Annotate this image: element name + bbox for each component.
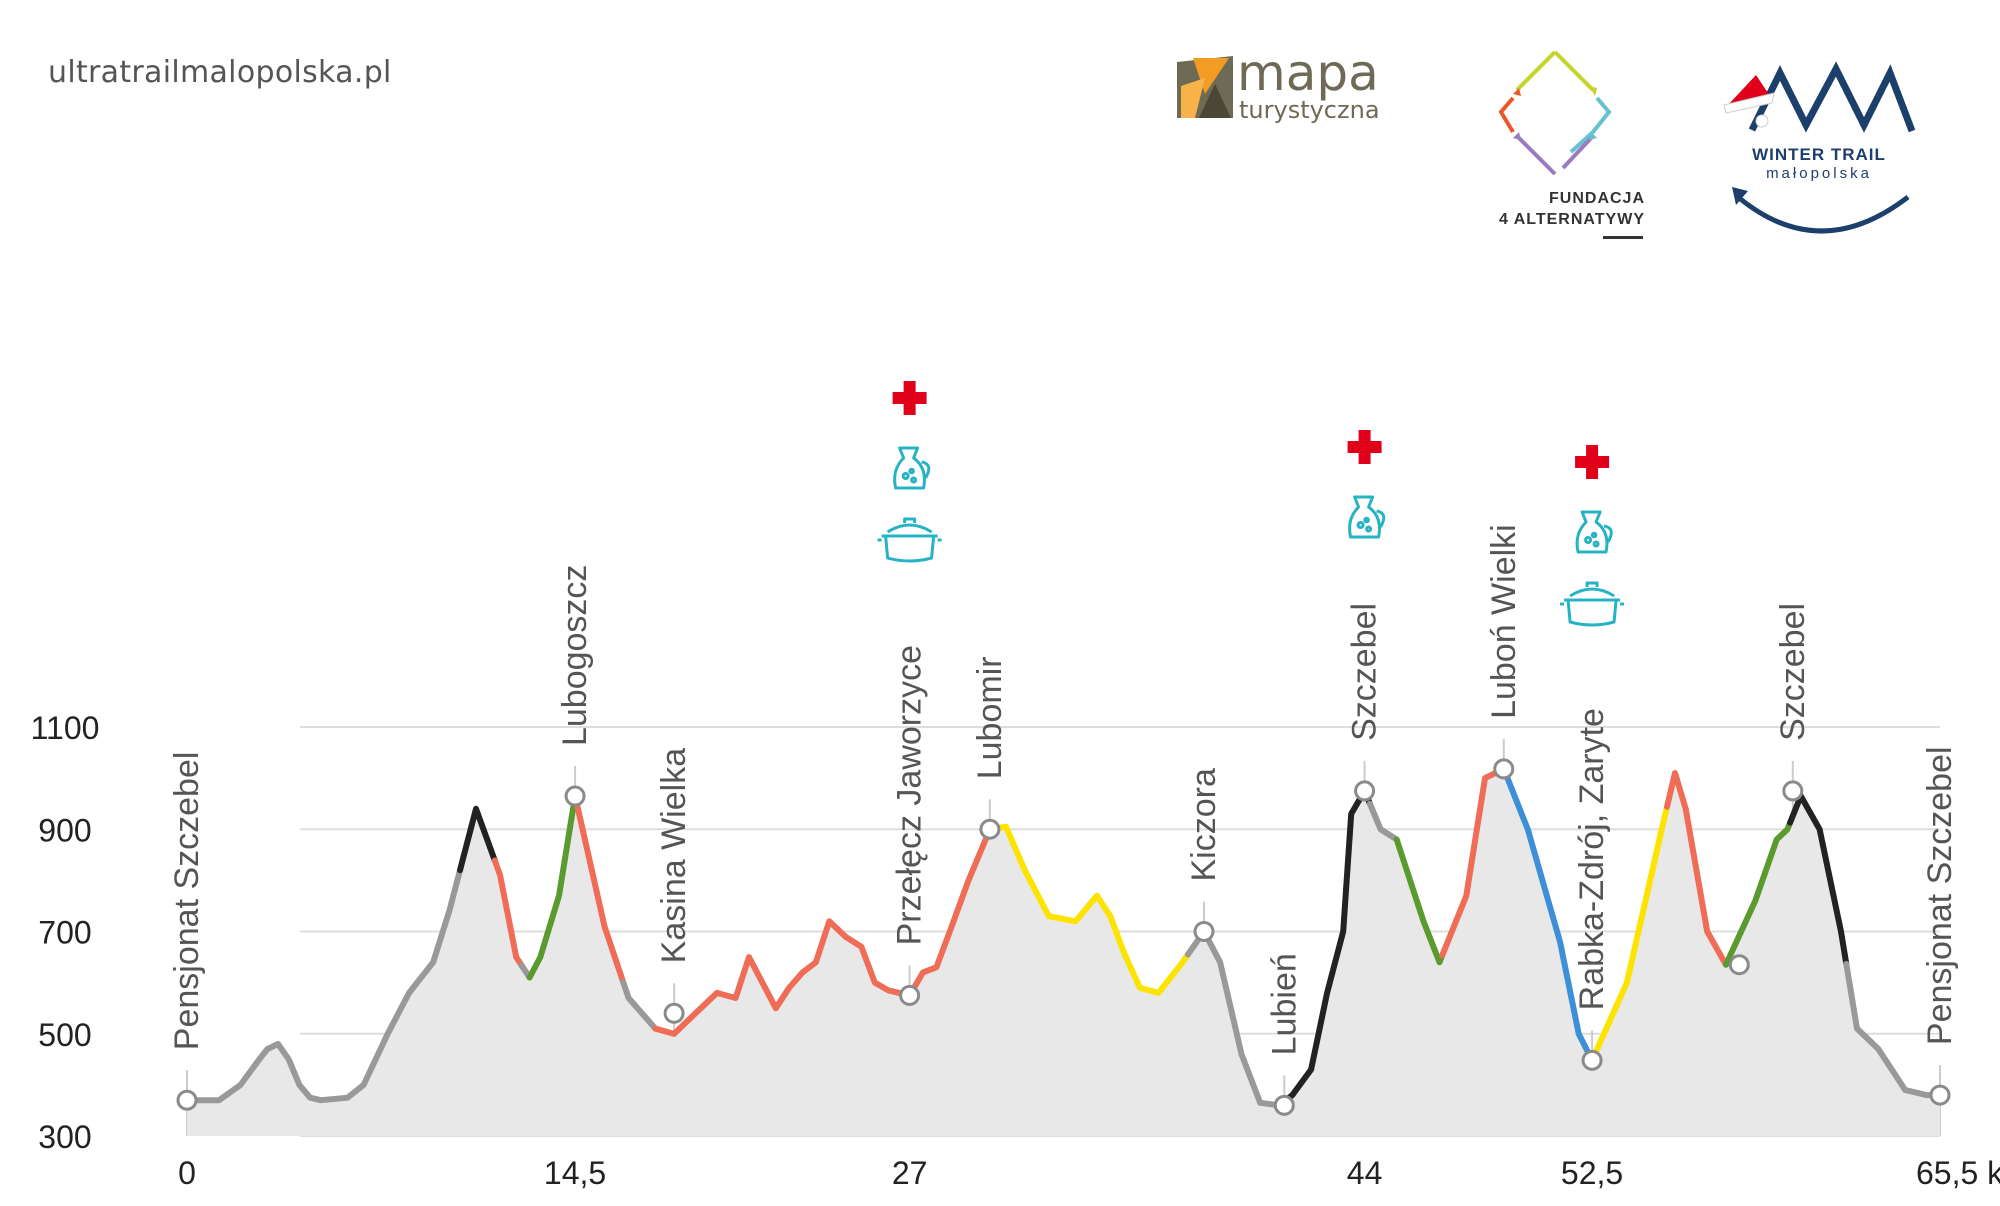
fundacja-logo[interactable]: FUNDACJA 4 ALTERNATYWY xyxy=(1485,48,1665,243)
waypoint-label-5: Kiczora xyxy=(1185,768,1223,881)
mapa-logo-subtitle: turystyczna xyxy=(1239,96,1380,124)
fundacja-logo-underline xyxy=(1603,236,1643,239)
winter-trail-subtitle: małopolska xyxy=(1766,165,1872,182)
elevation-area-fill xyxy=(187,768,1940,1136)
route-segment-18 xyxy=(1787,793,1850,967)
x-tick-3: 44 xyxy=(1347,1155,1383,1191)
water-jug-icon-1-1 xyxy=(1348,495,1386,539)
route-segment-6 xyxy=(620,979,659,1032)
waypoint-labels: Pensjonat Szczebel Lubogoszcz Kasina Wielk… xyxy=(168,524,1959,1055)
waypoint-marker-3[interactable] xyxy=(899,984,921,1006)
waypoint-label-2: Kasina Wielka xyxy=(655,748,693,964)
waypoint-label-1: Lubogoszcz xyxy=(556,565,594,746)
route-segment-2 xyxy=(491,857,525,969)
route-segment-16 xyxy=(1664,770,1729,968)
route-segment-19 xyxy=(1843,960,1943,1099)
route-segment-0 xyxy=(184,867,463,1104)
waypoint-label-6: Lubień xyxy=(1265,953,1303,1055)
cooking-pot-icon-2-2 xyxy=(1560,581,1625,627)
first-aid-icon-0-0 xyxy=(892,381,927,415)
waypoint-marker-6[interactable] xyxy=(1273,1094,1295,1116)
waypoint-label-0: Pensjonat Szczebel xyxy=(168,752,206,1051)
waypoint-marker-2[interactable] xyxy=(663,1002,685,1024)
waypoint-label-7: Szczebel xyxy=(1346,603,1384,741)
waypoint-marker-10[interactable] xyxy=(1728,954,1750,976)
water-jug-icon-0-1 xyxy=(893,446,931,490)
x-tick-1: 14,5 xyxy=(544,1155,606,1191)
x-tick-0: 0 xyxy=(178,1155,196,1191)
x-tick-4: 52,5 xyxy=(1561,1155,1623,1191)
route-segment-8 xyxy=(992,823,1191,996)
fundacja-logo-line2: 4 ALTERNATYWY xyxy=(1498,211,1645,228)
waypoint-marker-5[interactable] xyxy=(1193,921,1215,942)
mapa-logo-title: mapa xyxy=(1237,44,1379,102)
waypoint-marker-1[interactable] xyxy=(564,785,586,807)
route-segment-4 xyxy=(526,793,579,981)
route-segment-12 xyxy=(1393,836,1446,966)
first-aid-icon-1-0 xyxy=(1347,430,1382,464)
waypoint-marker-12[interactable] xyxy=(1929,1084,1951,1106)
waypoint-marker-7[interactable] xyxy=(1354,780,1376,802)
y-tick-1100: 1100 xyxy=(31,710,100,746)
y-tick-700: 700 xyxy=(38,915,91,951)
waypoint-markers[interactable] xyxy=(176,758,1951,1116)
site-url[interactable]: ultratrailmalopolska.pl xyxy=(48,55,392,90)
y-tick-900: 900 xyxy=(38,812,91,848)
winter-trail-mountains-icon xyxy=(1723,61,1916,234)
waypoint-marker-9[interactable] xyxy=(1581,1049,1603,1071)
route-segment-17 xyxy=(1722,819,1794,968)
waypoint-label-9: Rabka-Zdrój, Zaryte xyxy=(1573,708,1611,1010)
route-segment-5 xyxy=(572,793,627,986)
water-jug-icon-2-1 xyxy=(1575,510,1613,554)
y-tick-500: 500 xyxy=(38,1017,91,1053)
route-segment-1 xyxy=(457,805,498,874)
fundacja-logo-line1: FUNDACJA xyxy=(1549,190,1645,207)
winter-trail-title: WINTER TRAIL xyxy=(1752,145,1886,164)
waypoint-label-4: Lubomir xyxy=(971,656,1009,779)
winter-trail-logo[interactable]: WINTER TRAIL małopolska xyxy=(1720,55,1940,245)
mapa-logo-icon xyxy=(1177,56,1233,118)
route-segment-15 xyxy=(1589,803,1670,1064)
first-aid-icon-2-0 xyxy=(1575,445,1610,479)
route-segment-7 xyxy=(652,825,999,1037)
waypoint-marker-0[interactable] xyxy=(176,1089,198,1111)
aid-station-icons xyxy=(877,381,1625,627)
waypoint-label-11: Szczebel xyxy=(1774,603,1812,741)
y-tick-300: 300 xyxy=(38,1119,91,1155)
route-segment-13 xyxy=(1439,768,1502,959)
fundacja-diamond-icon xyxy=(1498,50,1612,176)
x-tick-5: 65,5 km xyxy=(1916,1155,2000,1191)
route-segment-11 xyxy=(1366,800,1400,843)
waypoint-marker-4[interactable] xyxy=(979,818,1001,840)
mapa-turystyczna-logo[interactable]: mapa turystyczna xyxy=(1175,44,1415,128)
axis-labels: 1100 900 700 500 300 0 14,5 27 44 52,5 65,5 km xyxy=(31,710,2000,1191)
x-tick-2: 27 xyxy=(892,1155,928,1191)
waypoint-marker-8[interactable] xyxy=(1493,758,1515,780)
waypoint-label-3: Przełęcz Jaworzyce xyxy=(891,645,929,945)
waypoint-label-12: Pensjonat Szczebel xyxy=(1921,746,1959,1045)
cooking-pot-icon-0-2 xyxy=(877,517,942,563)
waypoint-label-8: Luboń Wielki xyxy=(1485,524,1523,719)
waypoint-marker-11[interactable] xyxy=(1782,780,1804,802)
